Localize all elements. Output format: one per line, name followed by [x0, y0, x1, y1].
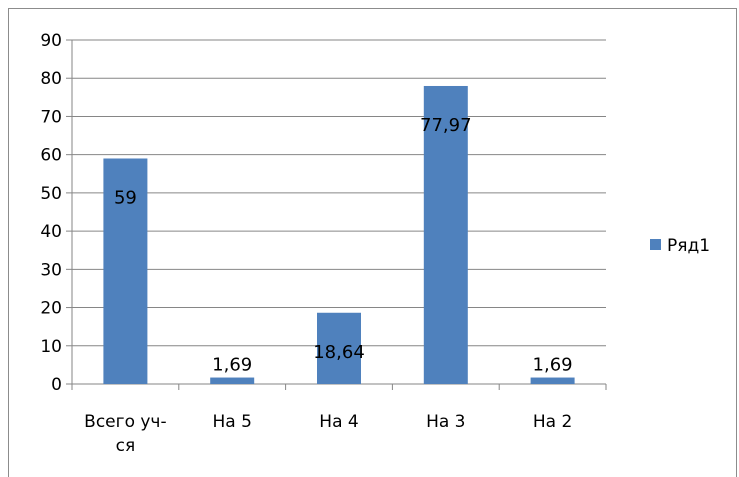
bar: [103, 158, 148, 384]
legend-label: Ряд1: [667, 236, 710, 256]
bar: [317, 312, 361, 384]
y-tick-label: 50: [40, 184, 62, 204]
bar: [530, 377, 575, 384]
x-category-label: На 2: [533, 412, 572, 432]
data-label: 77,97: [420, 115, 472, 136]
y-tick-label: 20: [40, 299, 62, 319]
data-label: 1,69: [533, 355, 573, 376]
data-label: 59: [114, 187, 137, 208]
axes: 0 10 20 30 40 50 60 70 80 90 Всего уч-ся На 5 На 4 На…: [40, 31, 607, 456]
data-label: 18,64: [313, 342, 365, 363]
x-category-label: Всего уч-: [84, 412, 166, 432]
y-tick-label: 0: [51, 375, 62, 395]
x-category-label: ся: [116, 436, 136, 456]
gridlines: [72, 39, 606, 347]
data-labels: 59 1,69 18,64 77,97 1,69: [114, 115, 573, 376]
y-tick-label: 70: [40, 107, 62, 127]
data-label: 1,69: [212, 355, 252, 376]
legend: Ряд1: [650, 236, 710, 256]
x-category-label: На 3: [426, 412, 465, 432]
y-tick-label: 60: [40, 146, 62, 166]
bar: [210, 377, 255, 384]
x-category-label: На 5: [212, 412, 251, 432]
legend-swatch: [650, 239, 661, 250]
bars: [103, 85, 575, 385]
y-tick-label: 80: [40, 69, 62, 89]
y-tick-label: 10: [40, 337, 62, 357]
x-category-label: На 4: [319, 412, 358, 432]
y-tick-label: 40: [40, 222, 62, 242]
bar: [423, 85, 468, 385]
y-tick-label: 30: [40, 260, 62, 280]
y-tick-label: 90: [40, 31, 62, 51]
